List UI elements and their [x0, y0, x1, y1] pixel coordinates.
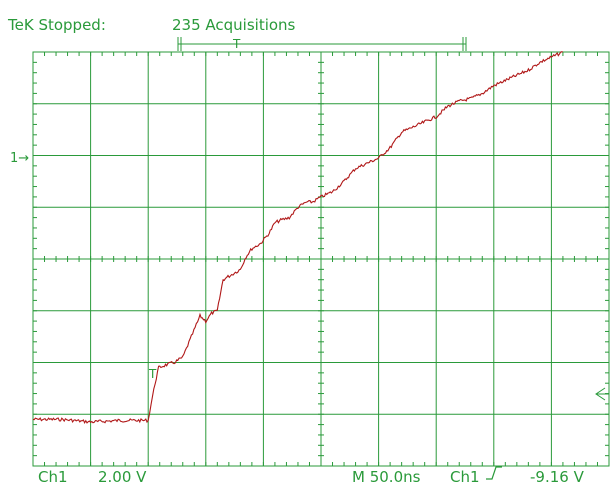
acquisitions-count: 235 Acquisitions — [172, 16, 296, 34]
trigger-point-marker: T — [148, 367, 157, 381]
waveform-trace — [32, 51, 564, 425]
status-label: TeK Stopped: — [7, 16, 106, 34]
graticule — [32, 51, 610, 467]
rising-edge-icon — [486, 466, 502, 480]
trigger-channel: Ch1 — [450, 468, 480, 486]
channel-label: Ch1 — [38, 468, 68, 486]
ch1-ground-marker: 1→ — [10, 151, 29, 166]
record-position-bar: T — [177, 37, 467, 51]
trigger-level-arrow-icon — [595, 387, 609, 401]
trigger-level: -9.16 V — [530, 468, 585, 486]
vertical-scale: 2.00 V — [98, 468, 147, 486]
record-trigger-marker: T — [232, 37, 241, 51]
timebase-readout: M 50.0ns — [352, 468, 421, 486]
